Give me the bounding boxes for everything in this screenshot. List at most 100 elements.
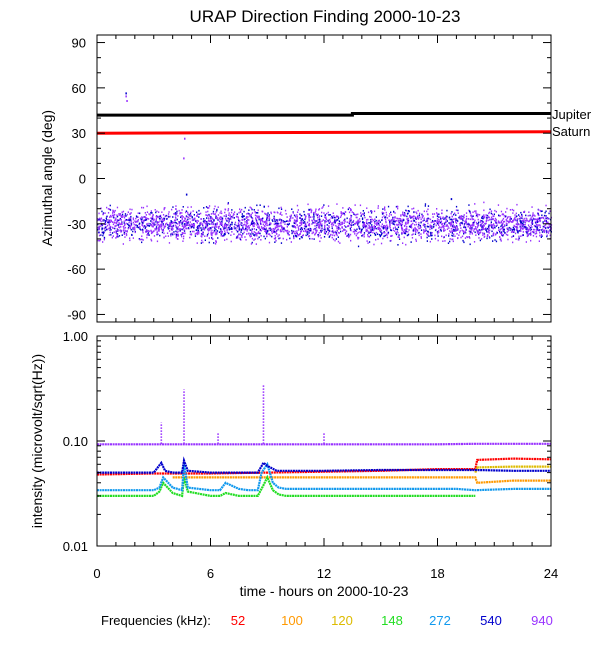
azimuth-point [109,227,111,229]
azimuth-point [459,224,462,226]
azimuth-point [98,212,100,215]
azimuth-point [530,217,532,219]
azimuth-point [300,220,302,223]
azimuth-point [368,241,371,243]
azimuth-point [381,223,383,225]
azimuth-point [547,227,549,229]
azimuth-point [304,217,307,219]
azimuth-point [219,221,222,223]
azimuth-point [371,229,373,231]
azimuth-point [108,220,110,222]
azimuth-point [336,203,338,205]
azimuth-point [445,221,447,223]
azimuth-point [426,210,428,213]
azimuth-point [118,222,120,224]
azimuth-point [270,229,272,231]
azimuth-point [320,230,322,233]
azimuth-point [344,229,346,231]
azimuth-point [213,230,215,233]
azimuth-point [248,226,250,229]
azimuth-point [369,222,371,224]
azimuth-point [443,218,445,220]
azimuth-point [350,226,352,228]
azimuth-point [429,228,431,230]
azimuth-point [429,218,432,221]
azimuth-point [104,229,106,232]
azimuth-point [371,218,373,221]
azimuth-point [216,209,218,212]
azimuth-point [487,216,490,219]
azimuth-point [217,214,220,216]
azimuth-point [226,224,228,226]
azimuth-point [299,233,301,235]
azimuth-point [142,231,144,234]
azimuth-point [436,212,438,214]
azimuth-point [175,230,177,233]
azimuth-point [119,213,121,215]
azimuth-point [207,222,209,225]
azimuth-point [325,218,327,220]
azimuth-point [271,228,273,230]
azimuth-point [273,215,275,218]
azimuth-point [536,223,538,226]
azimuth-point [331,230,333,233]
azimuth-point [109,221,111,223]
azimuth-point [132,221,135,224]
azimuth-point [497,221,500,224]
azimuth-point [216,230,219,232]
azimuth-point [173,231,175,233]
azimuth-point [193,214,195,216]
azimuth-point [456,228,458,230]
azimuth-point [181,218,183,221]
azimuth-point [220,218,222,221]
azimuth-point [296,217,298,220]
azimuth-point [499,230,501,233]
azimuth-point [257,231,260,233]
azimuth-point [476,215,479,218]
azimuth-point [436,214,439,216]
azimuth-point [438,220,440,223]
azimuth-point [262,217,264,220]
azimuth-point [525,220,527,222]
azimuth-point [391,222,393,224]
azimuth-point [170,227,172,230]
azimuth-point [311,238,313,240]
azimuth-point [101,224,103,227]
azimuth-point [270,222,272,225]
azimuth-point [254,238,256,240]
azimuth-point [370,230,372,233]
azimuth-point [129,213,131,215]
azimuth-point [187,227,190,229]
azimuth-point [452,235,454,237]
azimuth-point [409,216,411,218]
azimuth-point [139,227,141,229]
azimuth-point [478,229,480,231]
azimuth-point [130,222,132,224]
azimuth-point [321,224,323,226]
azimuth-point [299,238,301,240]
azimuth-point [396,228,399,231]
azimuth-point [242,216,244,219]
azimuth-point [500,210,503,213]
azimuth-point [446,228,449,230]
azimuth-point [114,213,116,216]
azimuth-point [147,224,149,227]
azimuth-y-tick-label: -30 [67,217,86,232]
azimuth-point [323,212,325,214]
azimuth-point [211,229,213,232]
azimuth-point [296,214,298,216]
azimuth-point [375,216,377,218]
azimuth-point [183,232,185,234]
azimuth-point [190,211,192,214]
azimuth-point [403,229,405,231]
azimuth-point [389,227,391,229]
azimuth-point [547,232,550,234]
azimuth-point [512,241,514,244]
azimuth-outlier [126,100,128,102]
azimuth-point [110,229,112,231]
azimuth-point [520,223,522,226]
azimuth-plot-area [96,92,553,248]
azimuth-point [112,227,114,229]
azimuth-point [405,243,407,246]
azimuth-point [175,224,177,227]
